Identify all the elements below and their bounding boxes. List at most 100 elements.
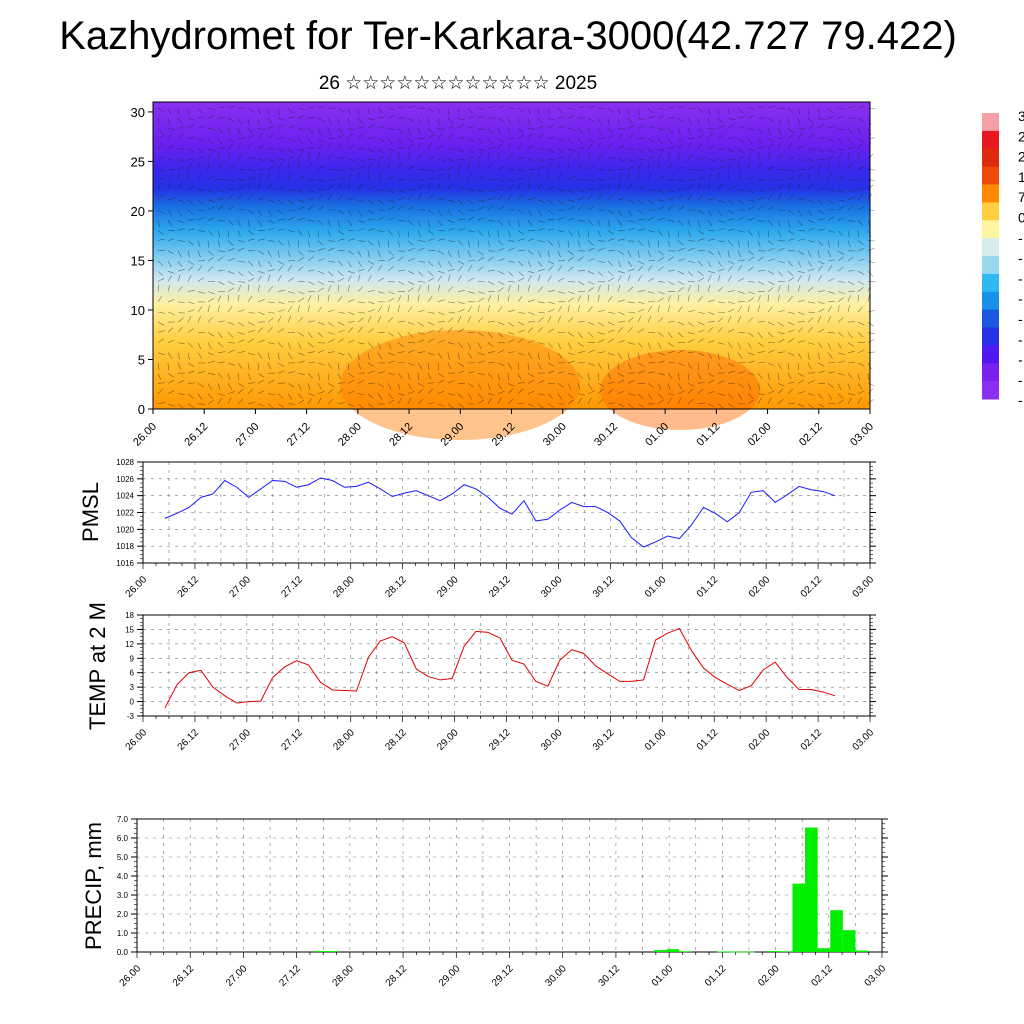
temp-ytick-label: 9 — [130, 654, 135, 663]
precip-xtick-label: 29.00 — [437, 963, 463, 989]
precip-ytick-label: 6.0 — [117, 834, 129, 843]
precip-ytick-label: 1.0 — [117, 929, 129, 938]
colorbar-label: 3 — [1018, 108, 1024, 124]
precip-bar — [742, 951, 755, 953]
precip-bar — [855, 950, 868, 952]
temp-ytick-label: -3 — [127, 712, 135, 721]
colorbar-swatch — [982, 256, 999, 275]
heatmap-xtick-label: 27.12 — [285, 421, 313, 449]
colorbar-label: - — [1018, 392, 1023, 408]
colorbar-swatch — [982, 381, 999, 400]
temp-ytick-label: 3 — [130, 683, 135, 692]
temp-ytick-label: 18 — [125, 611, 134, 620]
precip-bar — [666, 949, 680, 952]
colorbar-swatch — [982, 327, 999, 346]
precip-bar — [716, 951, 730, 953]
pmsl-ytick-label: 1024 — [116, 492, 134, 501]
precip-xtick-label: 30.12 — [597, 963, 623, 989]
colorbar-label: - — [1018, 250, 1023, 266]
precip-bar — [679, 951, 692, 953]
precip-bar — [842, 930, 856, 952]
temp-ytick-label: 15 — [125, 625, 134, 634]
heatmap-xtick-label: 02.00 — [746, 421, 774, 449]
colorbar-label: - — [1018, 352, 1023, 368]
colorbar-swatch — [982, 273, 999, 293]
precip-bar — [767, 951, 780, 952]
pmsl-ytick-label: 1026 — [116, 475, 134, 484]
temp-xtick-label: 27.00 — [228, 727, 254, 753]
heatmap-xtick-label: 03.00 — [848, 421, 876, 449]
colorbar-label: - — [1018, 291, 1023, 307]
heatmap-ytick-label: 25 — [131, 154, 145, 169]
heatmap-warm-core — [340, 330, 580, 440]
heatmap-xtick-label: 26.12 — [182, 421, 210, 449]
pmsl-xtick-label: 28.12 — [383, 574, 409, 600]
pmsl-xtick-label: 01.00 — [643, 574, 669, 600]
temp-xtick-label: 26.00 — [124, 727, 150, 753]
colorbar-label: - — [1018, 311, 1023, 327]
colorbar-swatch — [982, 309, 999, 328]
pmsl-ytick-label: 1028 — [116, 458, 134, 467]
colorbar-label: - — [1018, 230, 1023, 246]
precip-bar — [830, 910, 843, 952]
pmsl-xtick-label: 29.12 — [487, 574, 513, 600]
pmsl-ytick-label: 1022 — [116, 509, 134, 518]
pmsl-xtick-label: 30.00 — [539, 574, 565, 600]
pmsl-xtick-label: 27.12 — [279, 574, 305, 600]
colorbar-swatch — [982, 363, 999, 382]
precip-xtick-label: 27.00 — [224, 963, 250, 989]
heatmap-xtick-label: 30.00 — [541, 421, 569, 449]
colorbar-swatch — [982, 202, 999, 221]
heatmap-field — [153, 102, 870, 409]
pmsl-ytick-label: 1016 — [116, 559, 134, 568]
precip-xtick-label: 03.00 — [863, 963, 889, 989]
heatmap-ytick-label: 0 — [138, 402, 145, 417]
pmsl-ytick-label: 1018 — [116, 542, 134, 551]
precip-ytick-label: 3.0 — [117, 891, 129, 900]
pmsl-xtick-label: 02.00 — [747, 574, 773, 600]
precip-xtick-label: 26.00 — [118, 963, 144, 989]
pmsl-xtick-label: 30.12 — [591, 574, 617, 600]
heatmap-ytick-label: 15 — [131, 253, 145, 268]
colorbar-label: 0 — [1018, 210, 1024, 226]
temp-xtick-label: 27.12 — [279, 727, 305, 753]
pmsl-xtick-label: 01.12 — [695, 574, 721, 600]
precip-bar — [792, 883, 806, 952]
temp-ytick-label: 12 — [125, 640, 134, 649]
colorbar-swatch — [982, 166, 999, 185]
precip-bar — [729, 951, 743, 953]
colorbar-swatch — [982, 130, 999, 150]
precip-xtick-label: 28.00 — [331, 963, 357, 989]
precip-ytick-label: 0.0 — [117, 948, 129, 957]
precip-xtick-label: 01.00 — [650, 963, 676, 989]
pmsl-xtick-label: 03.00 — [851, 574, 877, 600]
precip-bar — [805, 827, 818, 952]
temp-xtick-label: 02.00 — [747, 727, 773, 753]
colorbar-swatch — [982, 238, 999, 257]
temp-xtick-label: 01.12 — [695, 727, 721, 753]
temp-ytick-label: 0 — [130, 698, 135, 707]
temp-xtick-label: 03.00 — [851, 727, 877, 753]
colorbar-swatch — [982, 345, 999, 364]
precip-ytick-label: 4.0 — [117, 872, 129, 881]
precip-ytick-label: 7.0 — [117, 815, 129, 824]
heatmap-xtick-label: 26.00 — [131, 421, 159, 449]
colorbar-swatch — [982, 184, 999, 203]
chart-subtitle: 26 ☆☆☆☆☆☆☆☆☆☆☆☆ 2025 — [318, 73, 598, 94]
heatmap-xtick-label: 27.00 — [234, 421, 262, 449]
colorbar-swatch — [982, 291, 999, 311]
colorbar-label: - — [1018, 270, 1023, 286]
temp-series-line — [164, 627, 836, 709]
precip-xtick-label: 02.00 — [756, 963, 782, 989]
colorbar-label: 7 — [1018, 189, 1024, 205]
precip-ytick-label: 2.0 — [117, 910, 129, 919]
precip-xtick-label: 02.12 — [809, 963, 835, 989]
temp-xtick-label: 29.00 — [435, 727, 461, 753]
precip-bar — [779, 951, 793, 953]
pmsl-xtick-label: 27.00 — [228, 574, 254, 600]
colorbar-label: 2 — [1018, 149, 1024, 165]
pmsl-xtick-label: 26.12 — [176, 574, 202, 600]
precip-bar — [817, 948, 831, 952]
temp-ytick-label: 6 — [130, 669, 135, 678]
pmsl-series-line — [164, 477, 836, 548]
